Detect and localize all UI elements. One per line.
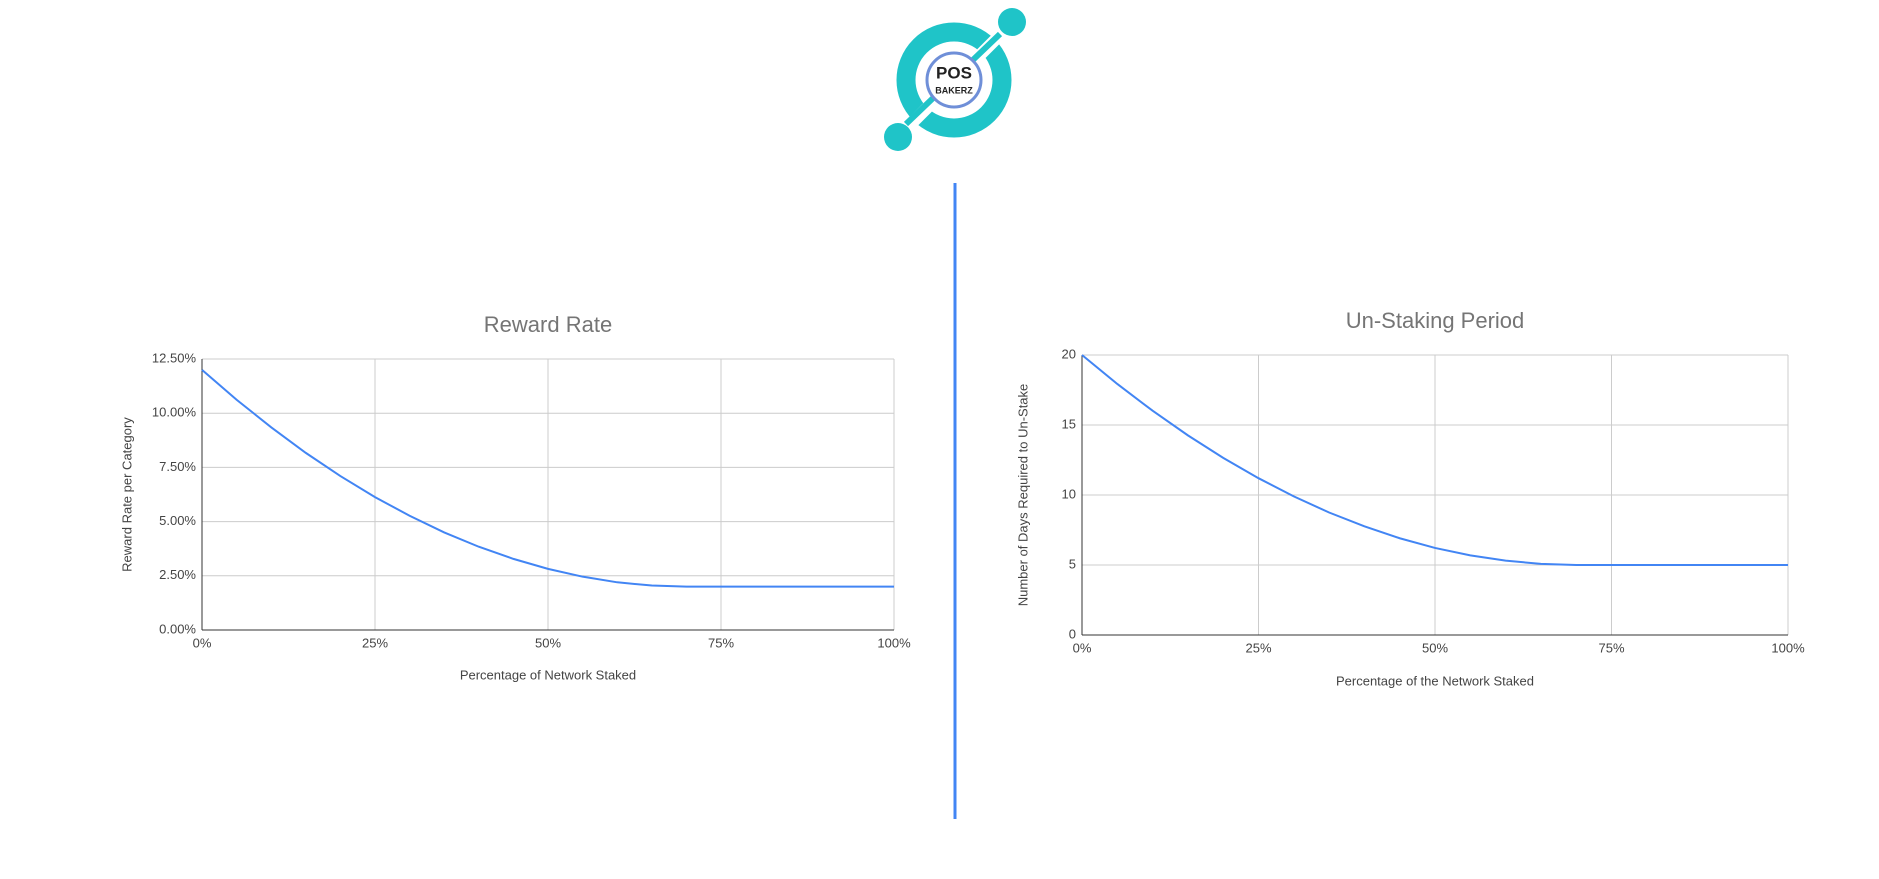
y-tick-label: 10.00% [152, 405, 197, 420]
y-tick-label: 7.50% [159, 459, 196, 474]
y-axis-label: Number of Days Required to Un-Stake [1015, 384, 1030, 607]
x-tick-label: 75% [708, 635, 734, 650]
logo-ring [896, 22, 1012, 138]
x-tick-label: 100% [877, 635, 911, 650]
y-tick-label: 5 [1069, 556, 1076, 571]
x-tick-label: 25% [1245, 640, 1271, 655]
logo-dot [998, 8, 1026, 36]
y-tick-label: 5.00% [159, 513, 196, 528]
x-axis-label: Percentage of the Network Staked [1336, 673, 1534, 688]
y-tick-label: 2.50% [159, 567, 196, 582]
logo-text: BAKERZ [935, 85, 973, 95]
y-tick-label: 12.50% [152, 350, 197, 365]
chart-title: Un-Staking Period [1346, 308, 1525, 333]
y-axis-label: Reward Rate per Category [119, 417, 134, 572]
logo-inner [925, 51, 983, 109]
logo: POS BAKERZ [884, 8, 1026, 151]
x-tick-label: 0% [193, 635, 212, 650]
x-tick-label: 100% [1771, 640, 1805, 655]
chart: Reward Rate 0.00% 2.50% 5.00% 7.50% 10.00% 12.… [119, 312, 911, 683]
y-tick-label: 0.00% [159, 621, 196, 636]
line [201, 369, 894, 588]
logo-dot [884, 123, 912, 151]
x-tick-label: 0% [1073, 640, 1092, 655]
y-tick-label: 0 [1069, 626, 1076, 641]
logo-text: POS [936, 63, 972, 82]
y-tick-label: 15 [1062, 416, 1076, 431]
y-tick-label: 10 [1062, 486, 1076, 501]
x-tick-label: 50% [1422, 640, 1448, 655]
x-axis-label: Percentage of Network Staked [460, 667, 636, 682]
line [1081, 354, 1788, 566]
x-tick-label: 25% [362, 635, 388, 650]
chart-title: Reward Rate [484, 312, 612, 337]
x-tick-label: 50% [535, 635, 561, 650]
y-tick-label: 20 [1062, 346, 1076, 361]
x-tick-label: 75% [1598, 640, 1624, 655]
chart: Un-Staking Period 0 5 10 15 20 0% 25% 50% 75% 100%… [1015, 308, 1805, 689]
